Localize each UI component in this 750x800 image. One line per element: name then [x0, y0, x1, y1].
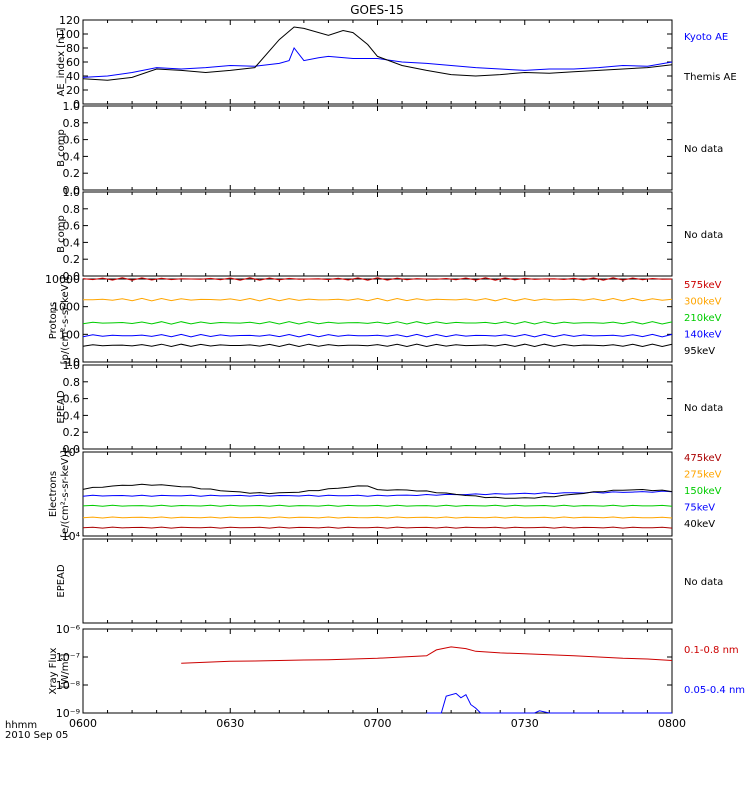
y-tick-label: 0.2 — [63, 167, 81, 180]
y-axis-unit-label: [p/(cm²-s-sr-keV)] — [60, 277, 71, 365]
legend-entry: 0.05-0.4 nm — [684, 685, 745, 696]
panel-frame-protons — [82, 278, 673, 363]
y-axis-unit-label: [W/m²] — [60, 653, 71, 688]
series-line — [82, 343, 673, 348]
legend-entry: 475keV — [684, 453, 722, 464]
y-axis-label: Electrons — [48, 471, 59, 517]
panel-frame-b2 — [82, 191, 673, 277]
x-tick-label: 0600 — [69, 717, 97, 730]
y-axis-label: Protons — [48, 302, 59, 339]
y-tick-label: 10⁴ — [62, 530, 81, 543]
y-tick-label: 0.6 — [63, 134, 81, 147]
y-tick-label: 0.8 — [63, 203, 81, 216]
y-tick-label: 10 — [66, 356, 80, 369]
legend-entry: 95keV — [684, 346, 715, 357]
legend-entry: 575keV — [684, 280, 722, 291]
y-tick-label: 0.0 — [63, 184, 81, 197]
no-data-label: No data — [684, 230, 723, 241]
date-label: 2010 Sep 05 — [5, 730, 68, 741]
legend-entry: 300keV — [684, 297, 722, 308]
legend-entry: 275keV — [684, 470, 722, 481]
legend-entry: 0.1-0.8 nm — [684, 645, 739, 656]
y-tick-label: 1.0 — [63, 100, 81, 113]
y-tick-label: 10⁻⁸ — [56, 679, 81, 692]
series-line — [82, 26, 673, 81]
y-tick-label: 20 — [66, 84, 80, 97]
y-tick-label: 0.0 — [63, 270, 81, 283]
y-tick-label: 40 — [66, 70, 80, 83]
y-tick-label: 100 — [59, 328, 80, 341]
panel-frame-epead2 — [82, 538, 673, 624]
y-axis-label: EPEAD — [56, 390, 67, 424]
panel-frame-electrons — [82, 451, 673, 537]
chart-title: GOES-15 — [350, 3, 404, 17]
x-tick-label: 0800 — [658, 717, 686, 730]
y-tick-label: 0.8 — [63, 376, 81, 389]
legend-entry: 210keV — [684, 313, 722, 324]
y-tick-label: 0.4 — [63, 236, 81, 249]
y-axis-label: B comp — [56, 129, 67, 167]
series-line — [82, 47, 673, 78]
y-tick-label: 10000 — [45, 273, 80, 286]
y-tick-label: 10⁻⁹ — [56, 707, 80, 720]
y-axis-label: B comp — [56, 215, 67, 253]
y-axis-label: EPEAD — [56, 564, 67, 598]
series-line — [82, 483, 673, 499]
legend-entry: Kyoto AE — [684, 32, 728, 43]
series-line — [82, 333, 673, 338]
y-tick-label: 0.2 — [63, 426, 81, 439]
x-tick-label: 0700 — [364, 717, 392, 730]
series-line — [82, 516, 673, 519]
y-tick-label: 10⁻⁶ — [56, 623, 81, 636]
series-line — [82, 490, 673, 497]
y-tick-label: 120 — [59, 14, 80, 27]
legend-entry: 150keV — [684, 486, 722, 497]
y-tick-label: 1.0 — [63, 186, 81, 199]
x-tick-label: 0630 — [216, 717, 244, 730]
y-tick-label: 0.8 — [63, 117, 81, 130]
series-line — [181, 646, 673, 664]
y-tick-label: 1.0 — [63, 359, 81, 372]
legend-entry: 140keV — [684, 330, 722, 341]
y-tick-label: 0.2 — [63, 253, 81, 266]
y-tick-label: 100 — [59, 28, 80, 41]
y-axis-label: AE_index [nT] — [56, 27, 67, 96]
time-label: hhmm — [5, 720, 37, 731]
y-tick-label: 0 — [73, 98, 80, 111]
x-tick-label: 0730 — [511, 717, 539, 730]
series-line — [82, 277, 673, 281]
y-tick-label: 0.0 — [63, 443, 81, 456]
y-axis-unit-label: [e/(cm²-s-sr-keV)] — [60, 450, 71, 538]
y-tick-label: 10⁻⁷ — [56, 651, 80, 664]
no-data-label: No data — [684, 577, 723, 588]
y-tick-label: 1000 — [52, 301, 80, 314]
series-line — [83, 297, 673, 302]
panel-frame-b1 — [82, 105, 673, 191]
panel-frame-epead1 — [82, 364, 673, 450]
y-tick-label: 0.6 — [63, 393, 81, 406]
y-tick-label: 80 — [66, 42, 80, 55]
no-data-label: No data — [684, 403, 723, 414]
legend-entry: 40keV — [684, 519, 715, 530]
series-line — [82, 321, 673, 325]
legend-entry: 75keV — [684, 503, 715, 514]
y-tick-label: 10⁵ — [62, 446, 80, 459]
y-tick-label: 0.6 — [63, 220, 81, 233]
y-tick-label: 60 — [66, 56, 80, 69]
no-data-label: No data — [684, 144, 723, 155]
series-line — [82, 504, 673, 507]
panel-frame-ae — [82, 19, 673, 105]
series-line — [426, 692, 672, 714]
y-tick-label: 0.4 — [63, 409, 81, 422]
y-axis-label: Xray Flux — [48, 647, 59, 694]
y-tick-label: 0.4 — [63, 150, 81, 163]
legend-entry: Themis AE — [683, 72, 737, 83]
panel-frame-xray — [82, 628, 673, 714]
series-line — [82, 526, 673, 529]
